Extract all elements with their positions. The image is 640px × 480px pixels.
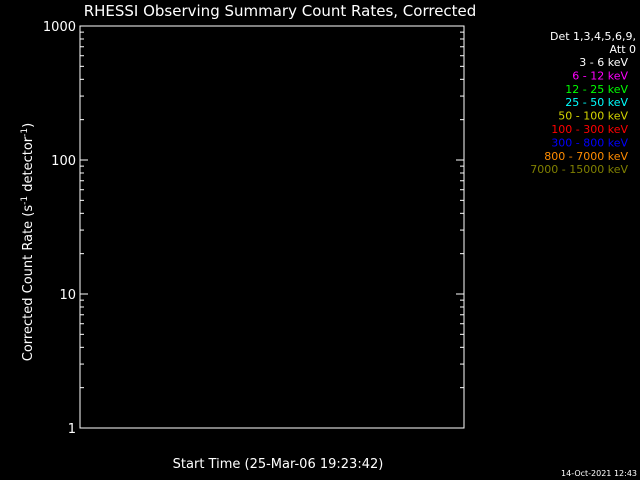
y-label-sup: -1 [20, 128, 30, 137]
y-tick-label: 1000 [43, 20, 76, 35]
legend-entry: 7000 - 15000 keV [530, 163, 628, 176]
legend-entry: 25 - 50 keV [565, 96, 628, 109]
tick-labels: 110100100019:3019:4520:0020:1520:3020:45… [43, 20, 76, 437]
legend-header: Att 0 [610, 43, 636, 56]
legend-entry: 300 - 800 keV [551, 136, 628, 149]
legend-entry: 50 - 100 keV [558, 110, 628, 123]
legend-header: Det 1,3,4,5,6,9, [550, 30, 636, 43]
plot-axes [79, 25, 465, 429]
legend-entry: 100 - 300 keV [551, 123, 628, 136]
y-tick-label: 10 [59, 288, 76, 303]
y-axis-label: Corrected Count Rate (s-1 detector-1) [20, 123, 36, 361]
y-label-sup: -1 [20, 196, 30, 205]
legend-entry: 6 - 12 keV [572, 69, 628, 82]
y-label-part: ) [21, 123, 36, 128]
y-label-part: detector [21, 136, 36, 196]
y-label-part: Corrected Count Rate (s [21, 205, 36, 362]
x-axis-label: Start Time (25-Mar-06 19:23:42) [173, 457, 384, 472]
plot-frame [79, 25, 465, 429]
y-tick-label: 1 [68, 422, 76, 437]
legend-entry: 3 - 6 keV [579, 56, 628, 69]
footer-timestamp: 14-Oct-2021 12:43 [561, 469, 637, 478]
legend-entry: 12 - 25 keV [565, 83, 628, 96]
legend-entry: 800 - 7000 keV [544, 150, 628, 163]
chart-title: RHESSI Observing Summary Count Rates, Co… [84, 2, 477, 20]
y-tick-label: 100 [51, 154, 76, 169]
